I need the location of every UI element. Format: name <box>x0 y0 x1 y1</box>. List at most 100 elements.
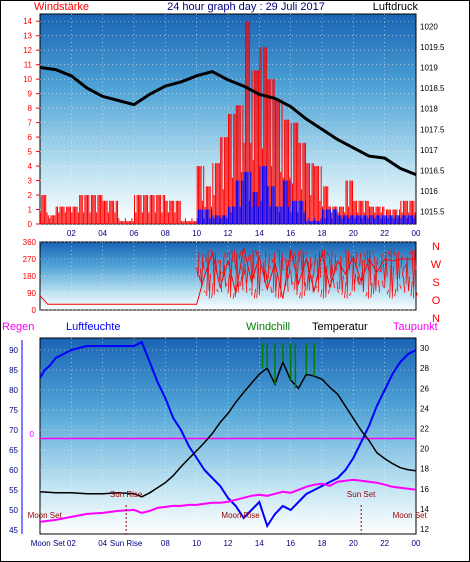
gust-bar <box>179 200 181 224</box>
gust-bar <box>272 79 274 224</box>
average-wind-bar <box>395 215 397 224</box>
wind-direction-segment <box>354 273 357 284</box>
average-wind-bar <box>303 212 305 224</box>
average-wind-bar <box>363 215 365 224</box>
average-wind-bar <box>233 206 235 224</box>
dewpoint-label: Taupunkt <box>393 321 438 333</box>
gust-bar <box>190 221 192 224</box>
sun-moon-annotation: Sun Rise <box>110 490 143 499</box>
average-wind-bar <box>399 215 401 224</box>
wind-direction-segment <box>211 283 214 299</box>
average-wind-bar <box>295 200 297 224</box>
wind-direction-segment <box>327 289 330 294</box>
gust-bar <box>67 206 69 224</box>
gust-bar <box>307 163 309 224</box>
gust-bar <box>285 119 287 224</box>
average-wind-bar <box>380 218 382 224</box>
hour-tick: 02 <box>67 229 76 238</box>
gust-bar <box>182 221 184 224</box>
pressure-ticks: 1015.5 1016 1016.5 1017 1017.5 1018 1018.5 1019… <box>420 22 445 216</box>
wind-direction-segment <box>347 250 350 270</box>
average-wind-bar <box>400 218 402 224</box>
gust-bar <box>62 206 64 224</box>
wind-direction-segment <box>398 259 401 280</box>
wind-direction-segment <box>227 273 230 294</box>
wind-pressure-x-ticks: 02 04 06 08 10 12 14 16 18 20 22 00 <box>67 229 421 238</box>
gust-bar <box>406 200 408 224</box>
average-wind-bar <box>365 215 367 224</box>
average-wind-bar <box>218 215 220 224</box>
average-wind-bar <box>235 180 237 224</box>
gust-bar <box>353 200 355 224</box>
average-wind-bar <box>286 180 288 224</box>
wind-direction-segment <box>277 282 280 299</box>
pressure-tick: 1017.5 <box>420 125 445 134</box>
average-wind-bar <box>327 209 329 224</box>
gust-bar <box>242 105 244 224</box>
average-wind-bar <box>237 180 239 224</box>
wind-direction-segment <box>228 252 231 292</box>
wind-direction-segment <box>316 258 319 281</box>
gust-bar <box>181 221 183 224</box>
wind-direction-segment <box>273 252 277 291</box>
windchill-label: Windchill <box>246 321 290 333</box>
average-wind-bar <box>248 200 250 224</box>
gust-bar <box>120 221 122 224</box>
average-wind-bar <box>297 212 299 224</box>
gust-bar <box>135 212 137 224</box>
hour-tick: 10 <box>192 229 201 238</box>
wind-direction-segment <box>241 266 244 291</box>
average-wind-bar <box>275 206 277 224</box>
gust-bar <box>362 200 364 224</box>
average-wind-bar <box>281 206 283 224</box>
average-wind-bar <box>353 215 355 224</box>
wind-direction-segment <box>299 292 302 299</box>
gust-bar <box>216 163 218 224</box>
average-wind-bar <box>312 221 314 224</box>
gust-bar <box>113 200 115 224</box>
gust-bar <box>278 99 280 224</box>
gust-bar <box>350 180 352 224</box>
gust-bar <box>254 70 256 224</box>
wind-direction-segment <box>268 265 271 269</box>
gust-bar <box>234 113 236 224</box>
wind-direction-segment <box>339 257 342 289</box>
gust-bar <box>315 166 317 224</box>
gust-bar <box>83 212 85 224</box>
average-wind-bar <box>336 209 338 224</box>
gust-bar <box>145 195 147 224</box>
wind-direction-segment <box>375 257 378 289</box>
gust-bar <box>54 215 56 224</box>
hour-tick: 16 <box>286 539 295 548</box>
average-wind-bar <box>379 215 381 224</box>
average-wind-bar <box>316 221 318 224</box>
gust-bar <box>119 221 121 224</box>
wind-direction-segment <box>266 273 269 288</box>
pressure-tick: 1016 <box>420 187 438 196</box>
gust-bar <box>228 113 230 224</box>
gust-bar <box>273 79 275 224</box>
wind-direction-segment <box>413 253 416 299</box>
gust-bar <box>124 218 126 224</box>
gust-bar <box>162 195 164 224</box>
wind-direction-segment <box>389 264 392 298</box>
gust-bar <box>157 195 159 224</box>
average-wind-bar <box>229 206 231 224</box>
average-wind-bar <box>209 218 211 224</box>
gust-bar <box>199 166 201 224</box>
gust-bar <box>258 70 260 224</box>
wind-strength-tick: 0 <box>28 220 33 229</box>
gust-bar <box>294 122 296 224</box>
average-wind-bar <box>211 209 213 224</box>
gust-bar <box>197 166 199 224</box>
wind-direction-segment <box>408 276 411 292</box>
average-wind-bar <box>200 209 202 224</box>
gust-bar <box>184 218 186 224</box>
gust-bar <box>93 195 95 224</box>
wind-direction-segment <box>385 256 388 277</box>
hour-tick: 22 <box>380 229 389 238</box>
gust-bar <box>149 195 151 224</box>
wind-direction-segment <box>281 252 284 271</box>
wind-strength-tick: 7 <box>28 119 33 128</box>
